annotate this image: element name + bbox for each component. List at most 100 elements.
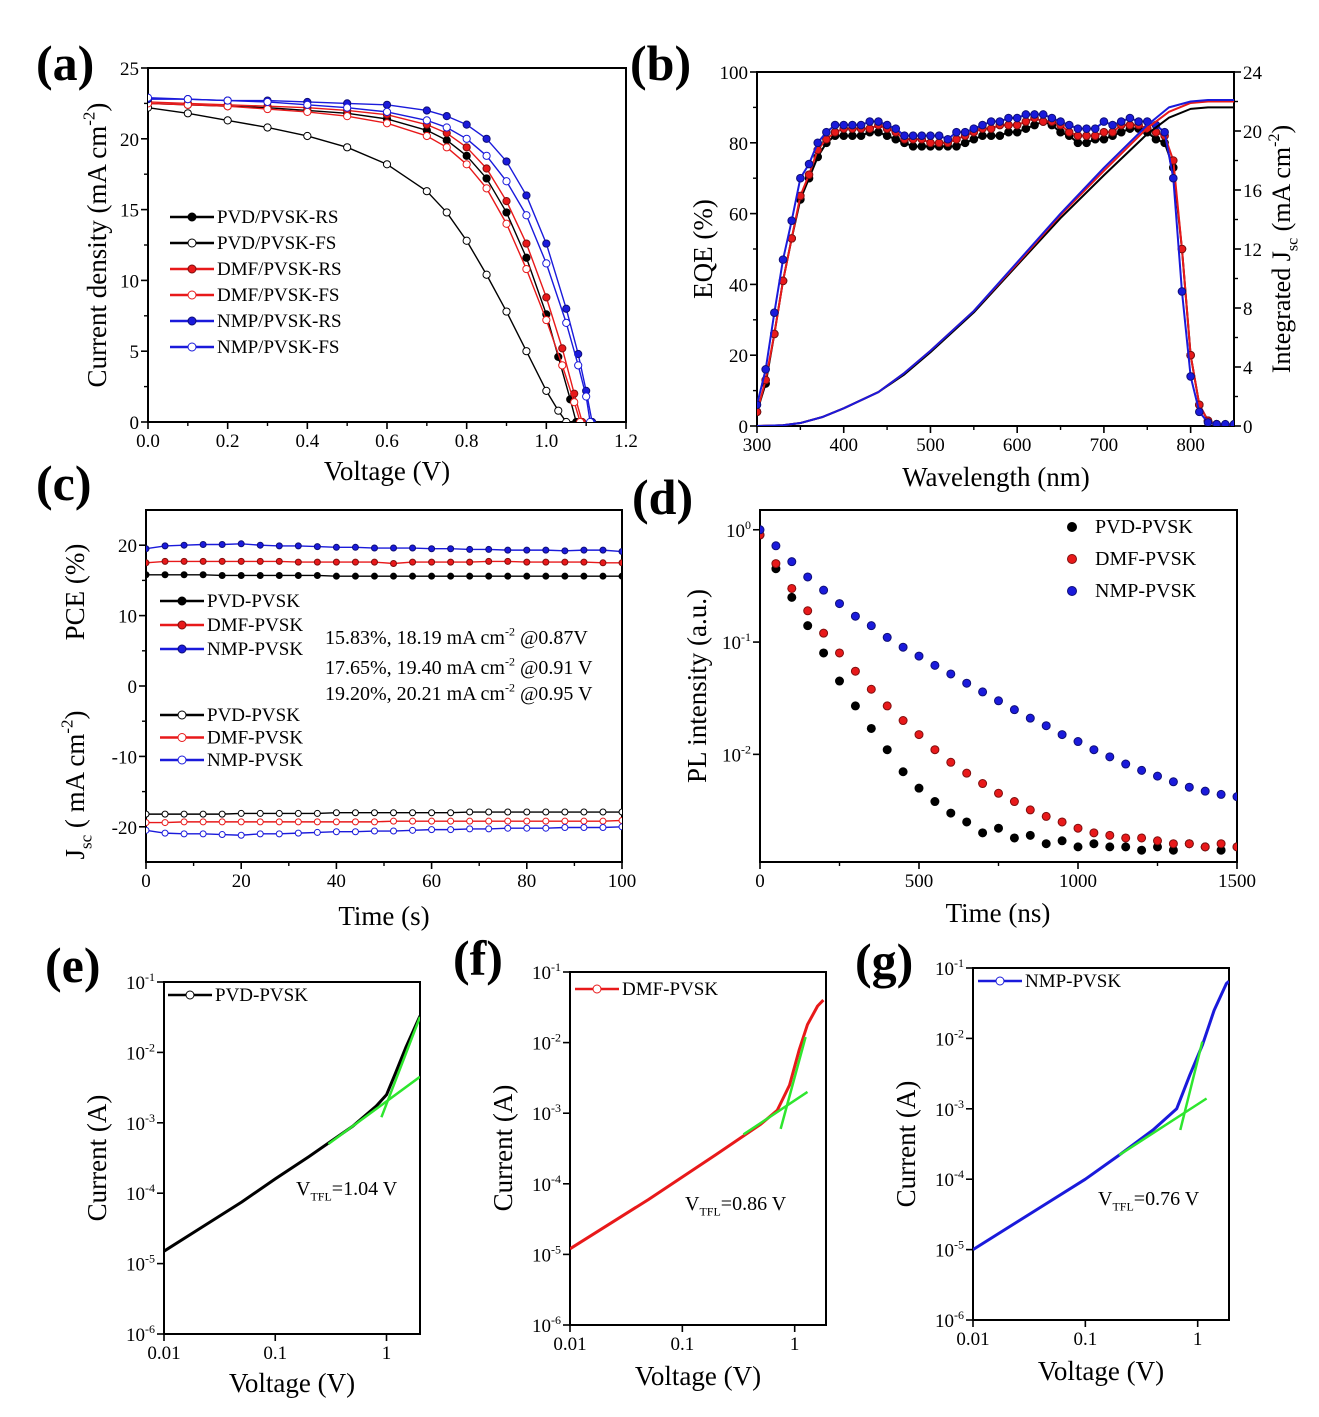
data-point: [1064, 120, 1074, 130]
y2-tick-label: 8: [1243, 299, 1253, 320]
series-pvd-pvsk: [146, 571, 622, 580]
y-tick-label: 5: [130, 342, 140, 363]
data-point: [1153, 836, 1162, 846]
data-point: [218, 831, 226, 839]
data-point: [582, 392, 591, 401]
data-point: [409, 558, 417, 566]
y-tick-label: 10-4: [532, 1172, 561, 1196]
data-point: [294, 809, 302, 817]
x-tick-label: 0.01: [553, 1334, 586, 1355]
data-point: [180, 571, 188, 579]
data-point: [1090, 124, 1100, 133]
data-point: [462, 134, 471, 143]
y2-tick-label: 16: [1243, 181, 1262, 202]
data-point: [275, 818, 283, 826]
series-nmp-integrated-jsc: [757, 99, 1234, 426]
series-nmp-pvsk-fs: [148, 93, 595, 422]
data-point: [962, 678, 972, 688]
legend-label: PVD-PVSK: [1095, 516, 1193, 538]
data-point: [523, 546, 531, 554]
legend-entry: PVD-PVSK: [160, 591, 300, 612]
data-point: [850, 611, 860, 621]
annotation: 15.83%, 18.19 mA cm-2 @0.87V: [325, 625, 588, 649]
legend-label: NMP/PVSK-FS: [217, 337, 340, 358]
data-point: [390, 560, 398, 568]
data-point: [542, 315, 551, 325]
data-point: [882, 701, 892, 711]
data-point: [390, 827, 398, 835]
data-point: [917, 131, 927, 141]
x-tick-label: 1: [1193, 1329, 1203, 1350]
data-point: [1056, 117, 1065, 126]
data-point: [343, 112, 352, 121]
data-point: [370, 827, 378, 835]
y-tick-label: 10-2: [532, 1031, 561, 1055]
plot-area: [164, 1015, 420, 1253]
data-point: [275, 571, 283, 579]
data-point: [187, 212, 197, 222]
data-point: [558, 361, 567, 370]
y-tick-label: 10: [120, 271, 139, 292]
data-point: [237, 557, 245, 565]
series-tfl-fit: [1179, 1041, 1204, 1131]
data-point: [199, 540, 207, 548]
data-point: [822, 127, 831, 137]
legend-entry: DMF-PVSK: [575, 979, 718, 1000]
y-tick-label: 10-1: [722, 630, 751, 654]
data-point: [256, 809, 264, 817]
panel-f: (f) 0.01 0.1 1 10-6 10-5 10-4 10-3 10-2 10-1 Volta…: [453, 930, 827, 1391]
data-point: [787, 583, 797, 593]
series-line: [757, 120, 1234, 426]
data-point: [978, 120, 987, 130]
data-point: [1057, 836, 1067, 846]
panel-a: (a) 0.0 0.2 0.4 0.6 0.8 1.0 1.2 0 5 10 15 20 25 Voltag…: [36, 35, 638, 486]
data-point: [199, 810, 207, 818]
data-point: [522, 239, 531, 248]
data-point: [1021, 110, 1031, 119]
legend-entry: PVD-PVSK: [160, 705, 300, 726]
data-point: [934, 138, 944, 148]
x-axis-title: Voltage (V): [229, 1368, 355, 1398]
y-tick-label: 10-5: [532, 1242, 561, 1266]
plot-area: [146, 540, 622, 839]
data-point: [962, 768, 972, 778]
data-point: [542, 546, 550, 554]
data-point: [218, 810, 226, 818]
data-point: [332, 558, 340, 566]
data-point: [199, 830, 207, 838]
y-tick-label: 10-6: [935, 1308, 964, 1332]
data-point: [1012, 120, 1022, 130]
data-point: [332, 572, 340, 580]
data-point: [803, 572, 813, 582]
data-point: [856, 120, 866, 130]
series-dmf-pvsk: [146, 816, 622, 827]
data-point: [778, 255, 788, 264]
data-point: [882, 131, 892, 141]
data-point: [1009, 797, 1019, 807]
data-point: [1089, 745, 1099, 755]
data-point: [161, 819, 169, 827]
data-point: [332, 818, 340, 826]
y-tick-label: 10-2: [126, 1040, 155, 1064]
data-point: [850, 701, 860, 711]
data-point: [796, 173, 805, 183]
data-point: [256, 557, 264, 565]
data-point: [502, 219, 511, 228]
data-point: [542, 572, 550, 580]
data-point: [275, 830, 283, 838]
series-tfl-fit: [380, 1016, 420, 1118]
data-point: [294, 558, 302, 566]
data-point: [390, 572, 398, 580]
data-point: [946, 757, 956, 767]
series-line: [779, 1036, 807, 1130]
series-dmf-integrated-jsc: [757, 100, 1234, 426]
data-point: [409, 809, 417, 817]
data-point: [522, 264, 531, 274]
data-point: [294, 571, 302, 579]
data-point: [303, 100, 312, 109]
data-point: [618, 559, 622, 567]
panel-label: (d): [632, 469, 693, 525]
data-point: [1168, 839, 1178, 849]
data-point: [1232, 792, 1237, 802]
panel-label: (c): [36, 455, 92, 511]
